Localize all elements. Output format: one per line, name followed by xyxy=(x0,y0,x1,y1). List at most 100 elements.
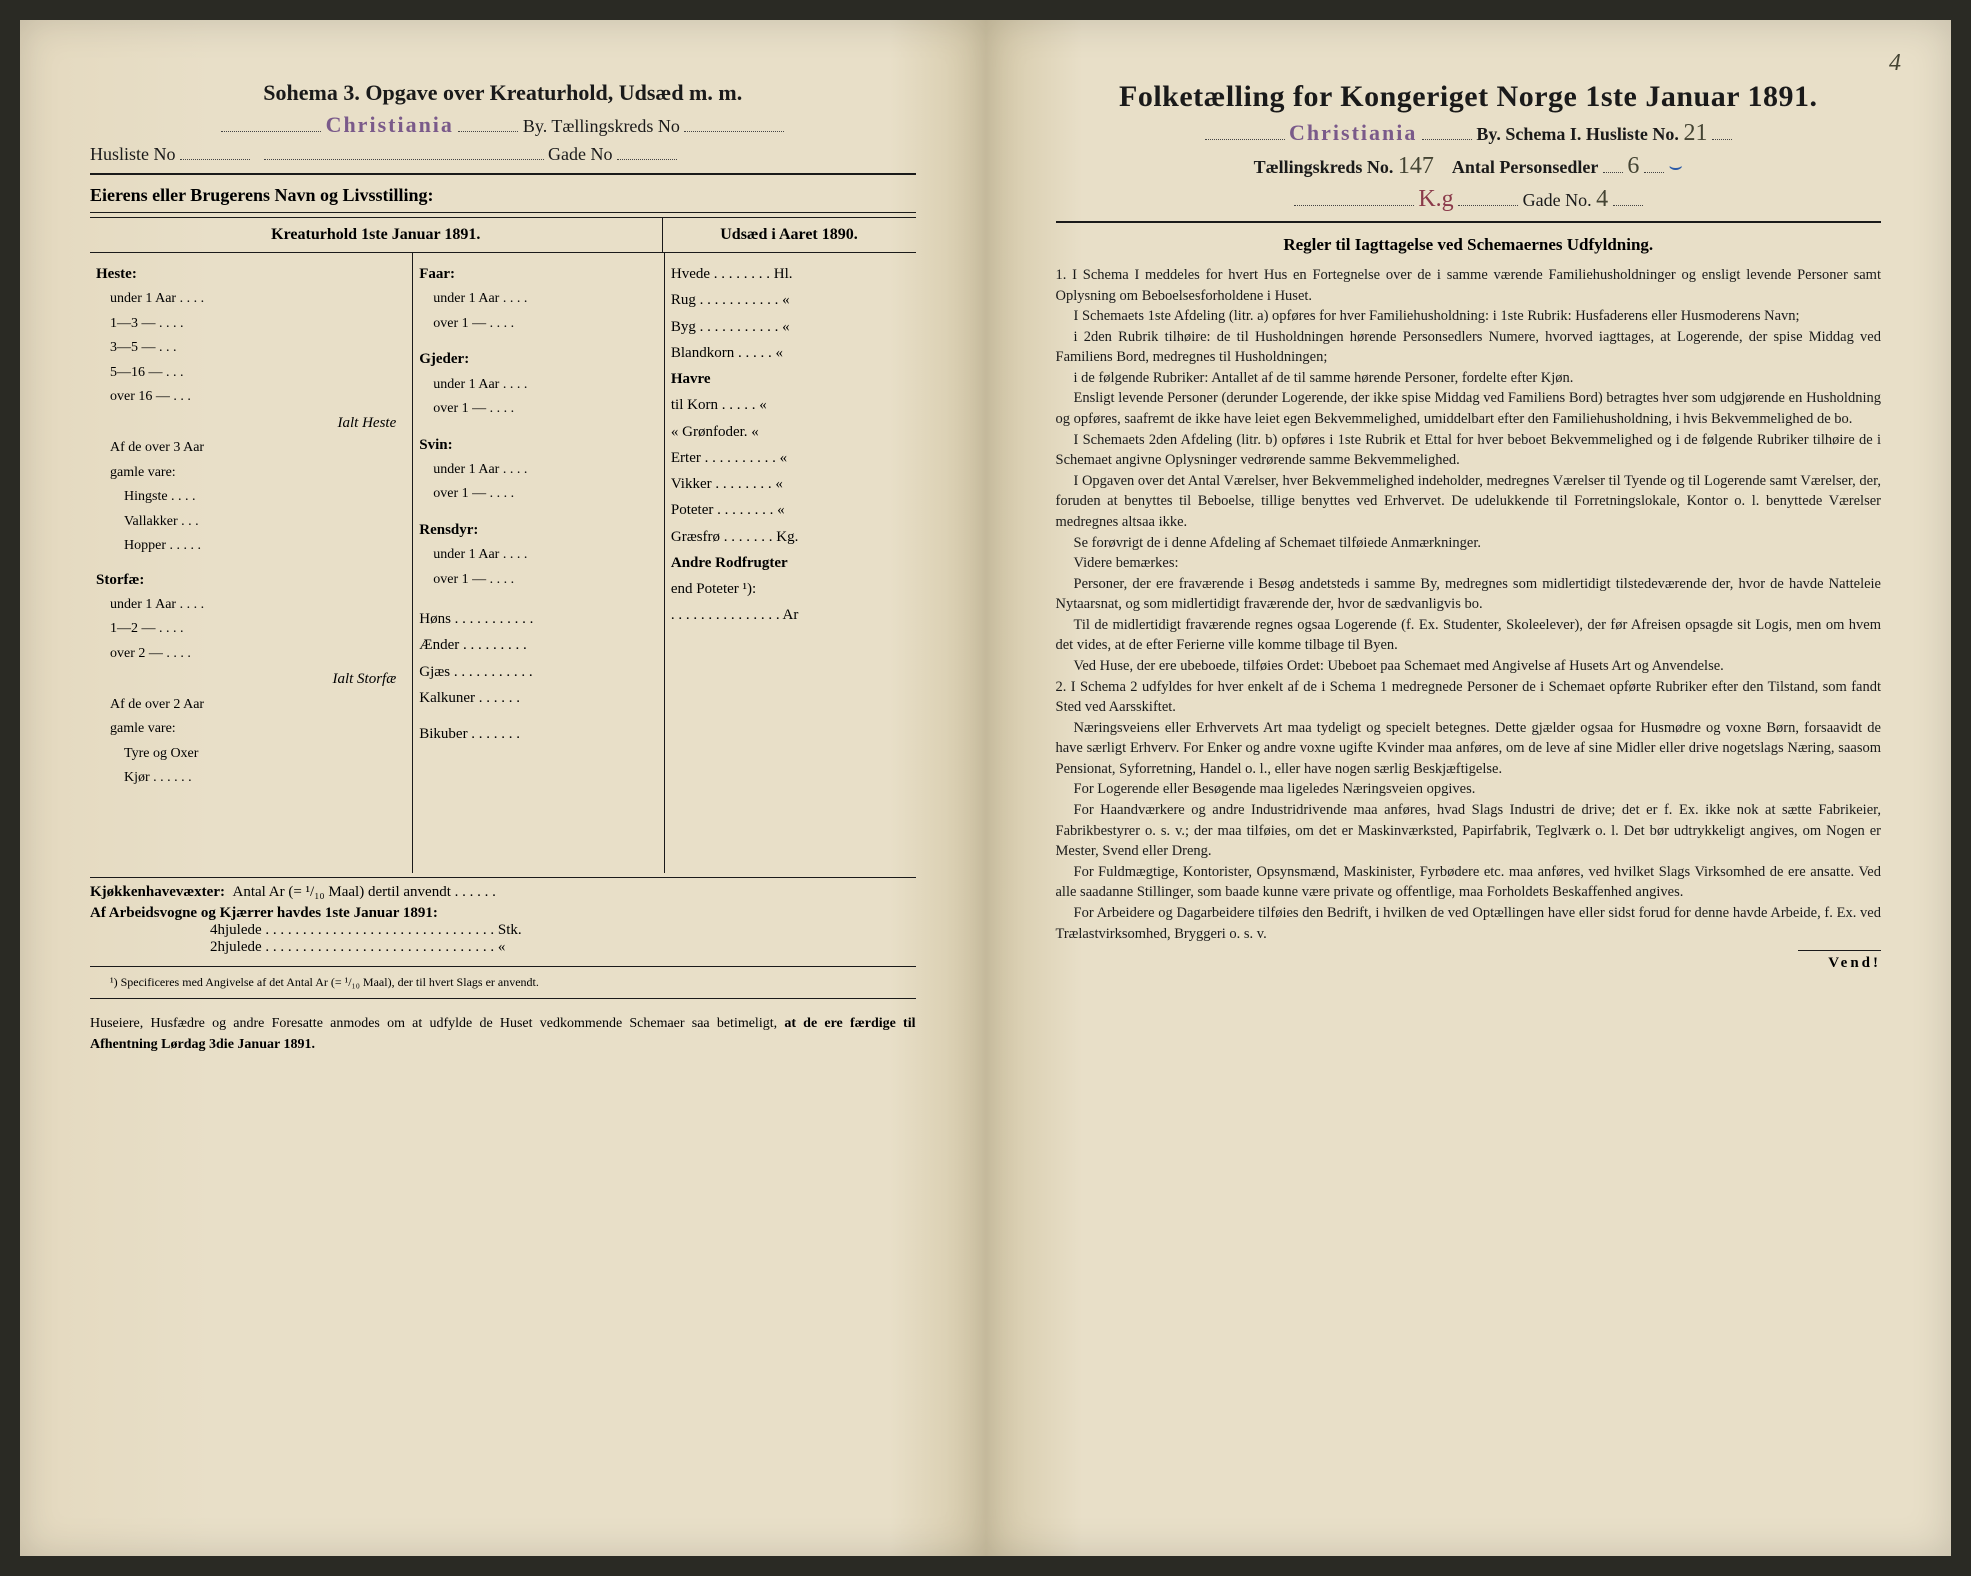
heste-row: under 1 Aar . . . . xyxy=(96,287,406,312)
right-page: 4 Folketælling for Kongeriget Norge 1ste… xyxy=(986,20,1952,1556)
rule-p: Videre bemærkes: xyxy=(1056,553,1882,574)
poteter: Poteter . . . . . . . . « xyxy=(671,497,910,523)
gade-line-right: K.g Gade No. 4 xyxy=(1056,186,1882,213)
husliste-line-left: Husliste No Gade No xyxy=(90,144,916,165)
rule-p: I Opgaven over det Antal Værelser, hver … xyxy=(1056,471,1882,533)
rensdyr-title: Rensdyr: xyxy=(419,517,658,543)
rules-title: Regler til Iagttagelse ved Schemaernes U… xyxy=(1056,235,1882,255)
blandkorn: Blandkorn . . . . . « xyxy=(671,340,910,366)
gade-no: 4 xyxy=(1596,186,1608,212)
havre: Havre xyxy=(671,366,910,392)
andre-rod: Andre Rodfrugter xyxy=(671,550,910,576)
husliste-no: 21 xyxy=(1683,120,1707,146)
antal-no: 6 xyxy=(1627,153,1639,179)
vend-label: Vend! xyxy=(1798,950,1881,972)
rule-p: i de følgende Rubriker: Antallet af de t… xyxy=(1056,368,1882,389)
gade-label-left: Gade No xyxy=(548,144,612,164)
kjor: Kjør . . . . . . xyxy=(96,766,406,791)
by-label-left: By. Tællingskreds No xyxy=(523,116,680,136)
rule-p: For Logerende eller Besøgende maa ligele… xyxy=(1056,779,1882,800)
over2-label: Af de over 2 Aar xyxy=(96,693,406,718)
gade-label-right: Gade No. xyxy=(1523,190,1592,210)
rule-p: Næringsveiens eller Erhvervets Art maa t… xyxy=(1056,718,1882,780)
hingste: Hingste . . . . xyxy=(96,485,406,510)
col-heste-storfae: Heste: under 1 Aar . . . . 1—3 — . . . .… xyxy=(90,253,413,873)
rule-p: I Schemaets 2den Afdeling (litr. b) opfø… xyxy=(1056,430,1882,471)
bikuber: Bikuber . . . . . . . xyxy=(419,721,658,747)
kreds-line: Tællingskreds No. 147 Antal Personsedler… xyxy=(1056,153,1882,180)
havre-korn: til Korn . . . . . « xyxy=(671,392,910,418)
gjeder-row: over 1 — . . . . xyxy=(419,397,658,422)
aender: Ænder . . . . . . . . . xyxy=(419,632,658,658)
divider xyxy=(90,173,916,175)
rensdyr-row: under 1 Aar . . . . xyxy=(419,543,658,568)
hjul4: 4hjulede . . . . . . . . . . . . . . . .… xyxy=(90,922,916,939)
schema3-title: Sohema 3. Opgave over Kreaturhold, Udsæd… xyxy=(90,80,916,106)
col-faar-etc: Faar: under 1 Aar . . . . over 1 — . . .… xyxy=(413,253,665,873)
rule-p: For Arbeidere og Dagarbeidere tilføies d… xyxy=(1056,903,1882,944)
divider xyxy=(90,998,916,999)
storfae-row: over 2 — . . . . xyxy=(96,642,406,667)
divider xyxy=(90,966,916,967)
heste-row: 1—3 — . . . . xyxy=(96,312,406,337)
havre-gron: « Grønfoder. « xyxy=(671,419,910,445)
faar-title: Faar: xyxy=(419,261,658,287)
svin-title: Svin: xyxy=(419,432,658,458)
book-spread: Sohema 3. Opgave over Kreaturhold, Udsæd… xyxy=(20,20,1951,1556)
gade-written: K.g xyxy=(1418,186,1453,212)
divider xyxy=(90,877,916,878)
divider xyxy=(90,212,916,213)
livestock-table: Heste: under 1 Aar . . . . 1—3 — . . . .… xyxy=(90,253,916,873)
rule-p: Ensligt levende Personer (derunder Loger… xyxy=(1056,388,1882,429)
kjokken-line: Kjøkkenhavevæxter: Antal Ar (= ¹/₁₀ Maal… xyxy=(90,884,916,901)
byg: Byg . . . . . . . . . . . « xyxy=(671,314,910,340)
blue-mark: ⌣ xyxy=(1668,153,1682,178)
census-title: Folketælling for Kongeriget Norge 1ste J… xyxy=(1056,80,1882,114)
svin-row: under 1 Aar . . . . xyxy=(419,458,658,483)
over3-label: Af de over 3 Aar xyxy=(96,436,406,461)
table-header: Kreaturhold 1ste Januar 1891. Udsæd i Aa… xyxy=(90,217,916,253)
faar-row: under 1 Aar . . . . xyxy=(419,287,658,312)
gjaes: Gjæs . . . . . . . . . . . xyxy=(419,659,658,685)
hjul2: 2hjulede . . . . . . . . . . . . . . . .… xyxy=(90,939,916,956)
page-number: 4 xyxy=(1889,50,1901,77)
col-udsaed: Hvede . . . . . . . . Hl. Rug . . . . . … xyxy=(665,253,916,873)
gjeder-row: under 1 Aar . . . . xyxy=(419,373,658,398)
city-line-left: Christiania By. Tællingskreds No xyxy=(90,112,916,138)
ialt-storfae: Ialt Storfæ xyxy=(96,666,406,692)
husliste-label: Husliste No xyxy=(90,144,176,164)
rules-body: 1. I Schema I meddeles for hvert Hus en … xyxy=(1056,265,1882,944)
gamle-label: gamle vare: xyxy=(96,461,406,486)
antal-label: Antal Personsedler xyxy=(1452,157,1598,177)
kreds-no: 147 xyxy=(1398,153,1434,179)
faar-row: over 1 — . . . . xyxy=(419,312,658,337)
end-poteter: end Poteter ¹): xyxy=(671,576,910,602)
rule-p: i 2den Rubrik tilhøire: de til Husholdni… xyxy=(1056,327,1882,368)
left-page: Sohema 3. Opgave over Kreaturhold, Udsæd… xyxy=(20,20,986,1556)
svin-row: over 1 — . . . . xyxy=(419,482,658,507)
heste-row: 3—5 — . . . xyxy=(96,336,406,361)
vallakker: Vallakker . . . xyxy=(96,510,406,535)
storfae-title: Storfæ: xyxy=(96,567,406,593)
city-stamp-left: Christiania xyxy=(326,112,454,137)
heste-title: Heste: xyxy=(96,261,406,287)
rule-p: Se forøvrigt de i denne Afdeling af Sche… xyxy=(1056,533,1882,554)
hons: Høns . . . . . . . . . . . xyxy=(419,606,658,632)
heste-row: 5—16 — . . . xyxy=(96,361,406,386)
rule-p: I Schemaets 1ste Afdeling (litr. a) opfø… xyxy=(1056,306,1882,327)
by-schema-label: By. Schema I. Husliste No. xyxy=(1476,124,1679,144)
graesfro: Græsfrø . . . . . . . Kg. xyxy=(671,524,910,550)
rug: Rug . . . . . . . . . . . « xyxy=(671,287,910,313)
vikker: Vikker . . . . . . . . « xyxy=(671,471,910,497)
storfae-row: under 1 Aar . . . . xyxy=(96,593,406,618)
erter: Erter . . . . . . . . . . « xyxy=(671,445,910,471)
rensdyr-row: over 1 — . . . . xyxy=(419,568,658,593)
hopper: Hopper . . . . . xyxy=(96,534,406,559)
rule-p: Ved Huse, der ere ubeboede, tilføies Ord… xyxy=(1056,656,1882,677)
vogne-line: Af Arbeidsvogne og Kjærrer havdes 1ste J… xyxy=(90,905,916,922)
tyre-oxer: Tyre og Oxer xyxy=(96,742,406,767)
city-stamp-right: Christiania xyxy=(1289,120,1417,145)
storfae-row: 1—2 — . . . . xyxy=(96,617,406,642)
rule-p: Til de midlertidigt fraværende regnes og… xyxy=(1056,615,1882,656)
bottom-note: Huseiere, Husfædre og andre Foresatte an… xyxy=(90,1013,916,1055)
